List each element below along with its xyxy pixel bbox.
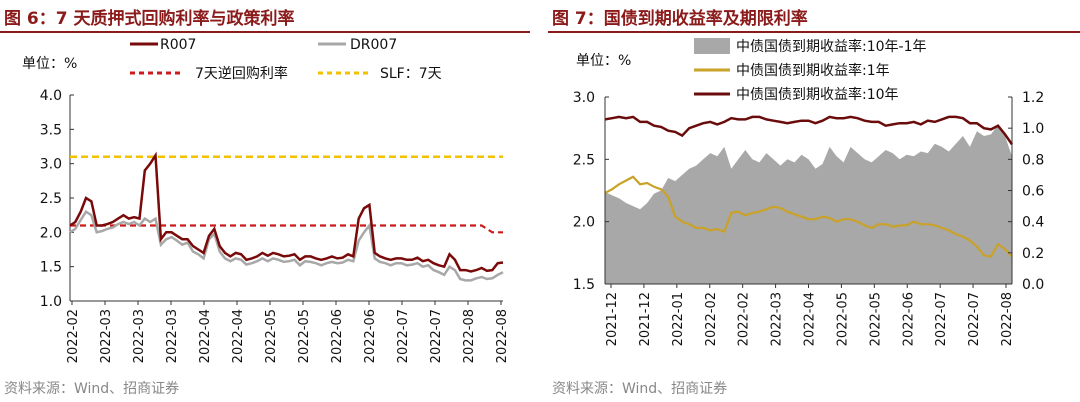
x-tick-label: 2022-03 (165, 309, 180, 363)
spread-10y-1y-area (605, 125, 1012, 284)
x-tick-label: 2022-07 (396, 309, 411, 363)
x-tick-label: 2022-07 (934, 292, 949, 346)
x-tick-label: 2022-04 (803, 292, 818, 346)
x-tick-label: 2022-05 (868, 292, 883, 346)
legend-r007-label: R007 (160, 37, 196, 53)
legend-reverse-repo-label: 7天逆回购利率 (195, 65, 288, 82)
legend-slf-label: SLF：7天 (380, 66, 442, 82)
dr007-line (69, 209, 504, 282)
figure-7-panel: 图 7：国债到期收益率及期限利率 3.0 2.5 2.0 1.5 1.2 1.0 0.8 0.… (548, 0, 1080, 402)
figure-7-source: 资料来源：Wind、招商证券 (552, 381, 728, 397)
reverse-repo-7d-line (70, 224, 503, 234)
x-tick-label: 2022-02 (704, 292, 719, 346)
y-tick-label: 2.0 (40, 225, 62, 241)
left-y-tick-label: 2.0 (573, 215, 595, 231)
x-tick-label: 2022-08 (495, 309, 510, 363)
r007-line (69, 151, 504, 273)
right-y-tick-label: 0.6 (1022, 184, 1044, 200)
yield-10y-line (604, 115, 1014, 146)
x-tick-label: 2022-03 (99, 309, 114, 363)
figure-6-title: 图 6：7 天质押式回购利率与政策利率 (4, 9, 295, 29)
right-y-tick-label: 1.0 (1022, 121, 1044, 137)
figure-6-title-rule (0, 31, 530, 33)
right-y-tick-label: 0.2 (1022, 246, 1044, 262)
legend-10y-label: 中债国债到期收益率:10年 (736, 86, 899, 103)
figure-7-title: 图 7：国债到期收益率及期限利率 (552, 9, 808, 29)
right-y-tick-label: 0.0 (1022, 277, 1044, 293)
x-tick-label: 2022-07 (967, 292, 982, 346)
x-tick-label: 2022-05 (264, 309, 279, 363)
left-y-tick-label: 3.0 (573, 90, 595, 106)
y-tick-label: 4.0 (40, 88, 62, 104)
right-y-tick-label: 0.8 (1022, 152, 1044, 168)
x-tick-label: 2022-04 (198, 309, 213, 363)
y-tick-label: 2.5 (40, 191, 62, 207)
y-tick-label: 1.5 (40, 260, 62, 276)
x-tick-label: 2021-12 (605, 292, 620, 346)
left-y-tick-label: 2.5 (573, 152, 595, 168)
legend-1y-label: 中债国债到期收益率:1年 (736, 62, 890, 79)
x-tick-label: 2022-02 (737, 292, 752, 346)
x-tick-label: 2022-08 (462, 309, 477, 363)
figure-7-chart: 3.0 2.5 2.0 1.5 1.2 1.0 0.8 0.6 0.4 0.2 0.0 单位：% 202… (573, 38, 1044, 346)
x-tick-label: 2022-06 (901, 292, 916, 346)
x-tick-label: 2022-05 (835, 292, 850, 346)
x-tick-label: 2022-05 (297, 309, 312, 363)
figure-6-chart: 4.0 3.5 3.0 2.5 2.0 1.5 1.0 单位：% 2022-02 2022-03 2… (22, 37, 510, 363)
yield-1y-line (604, 175, 1013, 258)
left-y-tick-label: 1.5 (573, 277, 595, 293)
x-tick-label: 2022-03 (770, 292, 785, 346)
unit-label: 单位：% (22, 56, 77, 72)
x-tick-label: 2022-04 (231, 309, 246, 363)
x-tick-label: 2022-06 (363, 309, 378, 363)
figure-6-source: 资料来源：Wind、招商证券 (4, 381, 180, 397)
x-tick-label: 2021-12 (638, 292, 653, 346)
x-tick-label: 2022-03 (132, 309, 147, 363)
y-tick-label: 3.5 (40, 122, 62, 138)
legend-dr007-label: DR007 (350, 37, 397, 53)
unit-label: 单位：% (576, 53, 631, 69)
figure-6-panel: 图 6：7 天质押式回购利率与政策利率 4.0 3.5 3.0 2.5 2.0 1.5 1.… (0, 0, 530, 402)
x-tick-label: 2022-06 (330, 309, 345, 363)
x-tick-label: 2022-01 (671, 292, 686, 346)
x-tick-label: 2022-02 (66, 309, 81, 363)
figure-7-title-rule (548, 31, 1080, 33)
right-y-tick-label: 1.2 (1022, 90, 1044, 106)
legend-spread-label: 中债国债到期收益率:10年-1年 (736, 38, 927, 55)
x-tick-label: 2022-08 (1000, 292, 1015, 346)
x-tick-label: 2022-07 (429, 309, 444, 363)
legend-spread-swatch (694, 38, 730, 54)
y-tick-label: 1.0 (40, 294, 62, 310)
y-tick-label: 3.0 (40, 157, 62, 173)
right-y-tick-label: 0.4 (1022, 215, 1044, 231)
